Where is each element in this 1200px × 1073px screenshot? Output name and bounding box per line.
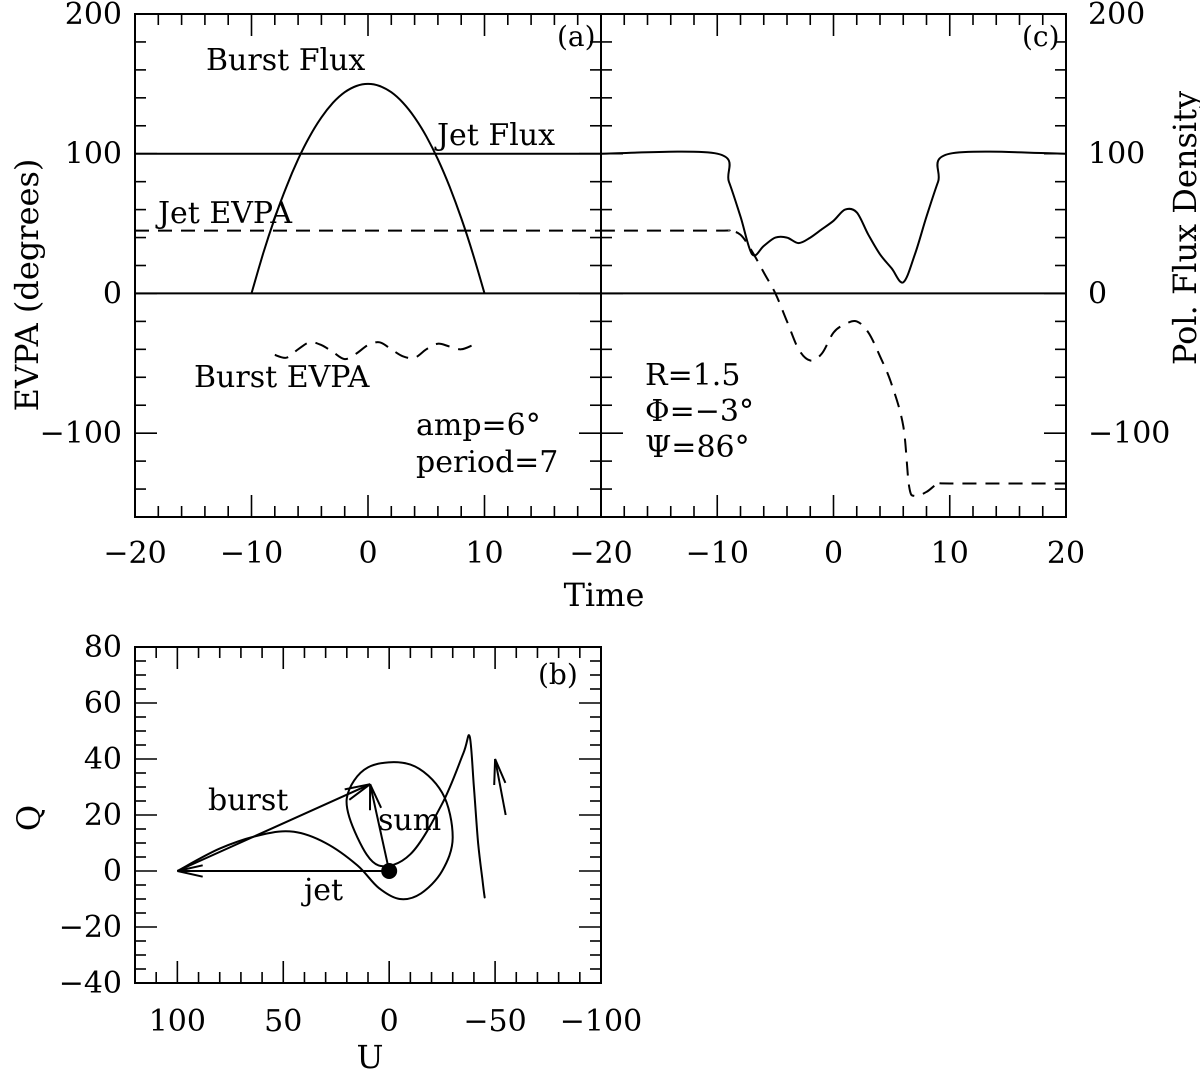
burst-vector-label: burst bbox=[208, 783, 288, 818]
panel-b-arrow-sum bbox=[369, 783, 391, 872]
panel-c-xtick-label: 0 bbox=[824, 536, 843, 571]
r-parameter-label: R=1.5 bbox=[645, 358, 740, 393]
burst-evpa-label: Burst EVPA bbox=[194, 360, 370, 395]
panel-c-ytick-label: 100 bbox=[1088, 137, 1145, 172]
psi-parameter-label: Ψ=86° bbox=[645, 430, 750, 465]
amp-label: amp=6° bbox=[416, 408, 541, 443]
panel-b-xtick-label: 50 bbox=[264, 1004, 302, 1039]
phi-parameter-label: Φ=−3° bbox=[645, 394, 754, 429]
panel-c-ytick-label: −100 bbox=[1088, 416, 1170, 451]
panel-a-ytick-label: 0 bbox=[103, 276, 122, 311]
panel-b-ytick-label: −20 bbox=[59, 910, 122, 945]
panel-a-xtick-label: 10 bbox=[465, 536, 503, 571]
panel-b-label: (b) bbox=[538, 658, 578, 691]
y-axis-title-left: EVPA (degrees) bbox=[8, 159, 46, 412]
panel-a-xtick-label: 0 bbox=[358, 536, 377, 571]
panel-b-xtick-label: −100 bbox=[560, 1004, 642, 1039]
jet-flux-label: Jet Flux bbox=[434, 118, 555, 153]
panel-b-arrow-direction-head bbox=[493, 758, 507, 786]
panel-c-xtick-label: 20 bbox=[1047, 536, 1085, 571]
panel-b-ytick-label: 60 bbox=[84, 686, 122, 721]
panel-b-origin-dot bbox=[381, 863, 398, 879]
period-label: period=7 bbox=[416, 445, 558, 480]
panel-b-ytick-label: 20 bbox=[84, 798, 122, 833]
panel-b-series-q-u-track bbox=[176, 734, 486, 901]
panel-b-ytick-label: −40 bbox=[59, 966, 122, 1001]
y-axis-title-bottom: Q bbox=[10, 805, 48, 831]
panel-b-arrow-sum-head bbox=[369, 783, 383, 811]
panel-b-xtick-label: 0 bbox=[380, 1004, 399, 1039]
panel-b-xtick-label: −50 bbox=[463, 1004, 526, 1039]
panel-c-xtick-label: −10 bbox=[686, 536, 749, 571]
panel-b: 100 50 0 −50 −100 −40 −20 0 20 40 60 80 bbox=[59, 630, 643, 1039]
y-axis-title-right: Pol. Flux Density bbox=[1166, 91, 1200, 365]
panel-b-ytick-label: 0 bbox=[103, 854, 122, 889]
jet-vector-label: jet bbox=[301, 873, 343, 908]
panel-c-series-evpa bbox=[600, 229, 1066, 498]
panel-b-xtick-label: 100 bbox=[149, 1004, 206, 1039]
jet-evpa-label: Jet EVPA bbox=[155, 196, 292, 231]
panel-c-xtick-label: −20 bbox=[569, 536, 632, 571]
panel-a-ytick-label: 100 bbox=[65, 137, 122, 172]
x-axis-title-top: Time bbox=[564, 576, 645, 614]
sum-vector-label: sum bbox=[378, 803, 441, 838]
panel-a-xtick-label: −10 bbox=[220, 536, 283, 571]
panel-b-frame bbox=[134, 646, 602, 984]
panel-b-arrow-burst bbox=[176, 783, 371, 872]
panel-c-series-pol-flux-density bbox=[600, 150, 1067, 284]
panel-a-ytick-label: 200 bbox=[65, 0, 122, 32]
panel-c-label: (c) bbox=[1022, 20, 1060, 53]
panel-b-ytick-label: 80 bbox=[84, 630, 122, 665]
panel-c-ytick-label: 0 bbox=[1088, 276, 1107, 311]
burst-flux-label: Burst Flux bbox=[206, 43, 365, 78]
panel-a-label: (a) bbox=[557, 20, 596, 53]
panel-c-xtick-label: 10 bbox=[931, 536, 969, 571]
panel-c-ytick-label: 200 bbox=[1088, 0, 1145, 32]
panel-a-xtick-label: −20 bbox=[103, 536, 166, 571]
x-axis-title-bottom: U bbox=[357, 1038, 384, 1073]
panel-b-ytick-label: 40 bbox=[84, 742, 122, 777]
panel-a-ytick-label: −100 bbox=[40, 416, 122, 451]
panel-a-series-burst-flux bbox=[250, 82, 486, 294]
panel-a-series-burst-evpa bbox=[274, 341, 474, 361]
panel-b-arrow-direction bbox=[494, 758, 507, 816]
